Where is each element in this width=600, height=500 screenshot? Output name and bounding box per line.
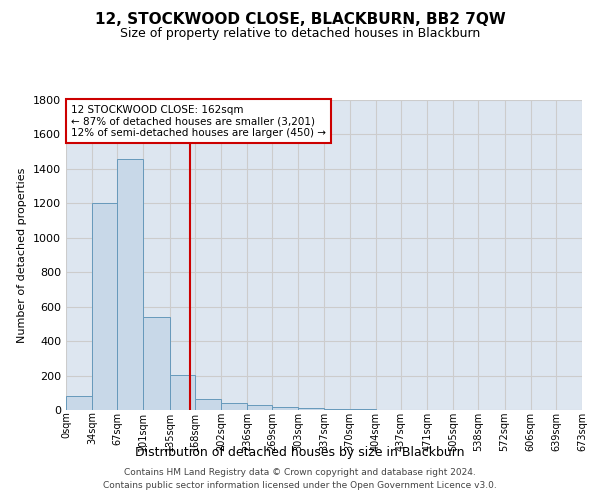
- Bar: [143, 317, 170, 410]
- Bar: [272, 406, 298, 410]
- Bar: [195, 399, 221, 410]
- Bar: [92, 204, 118, 410]
- Y-axis label: Number of detached properties: Number of detached properties: [17, 168, 28, 342]
- Bar: [325, 409, 350, 410]
- Bar: [221, 403, 247, 410]
- Bar: [170, 374, 195, 410]
- Text: 12, STOCKWOOD CLOSE, BLACKBURN, BB2 7QW: 12, STOCKWOOD CLOSE, BLACKBURN, BB2 7QW: [95, 12, 505, 28]
- Bar: [66, 396, 92, 410]
- Text: 12 STOCKWOOD CLOSE: 162sqm
← 87% of detached houses are smaller (3,201)
12% of s: 12 STOCKWOOD CLOSE: 162sqm ← 87% of deta…: [71, 104, 326, 138]
- Text: Distribution of detached houses by size in Blackburn: Distribution of detached houses by size …: [135, 446, 465, 459]
- Bar: [247, 405, 272, 410]
- Text: Contains HM Land Registry data © Crown copyright and database right 2024.: Contains HM Land Registry data © Crown c…: [124, 468, 476, 477]
- Bar: [298, 408, 325, 410]
- Bar: [118, 158, 143, 410]
- Text: Size of property relative to detached houses in Blackburn: Size of property relative to detached ho…: [120, 28, 480, 40]
- Text: Contains public sector information licensed under the Open Government Licence v3: Contains public sector information licen…: [103, 480, 497, 490]
